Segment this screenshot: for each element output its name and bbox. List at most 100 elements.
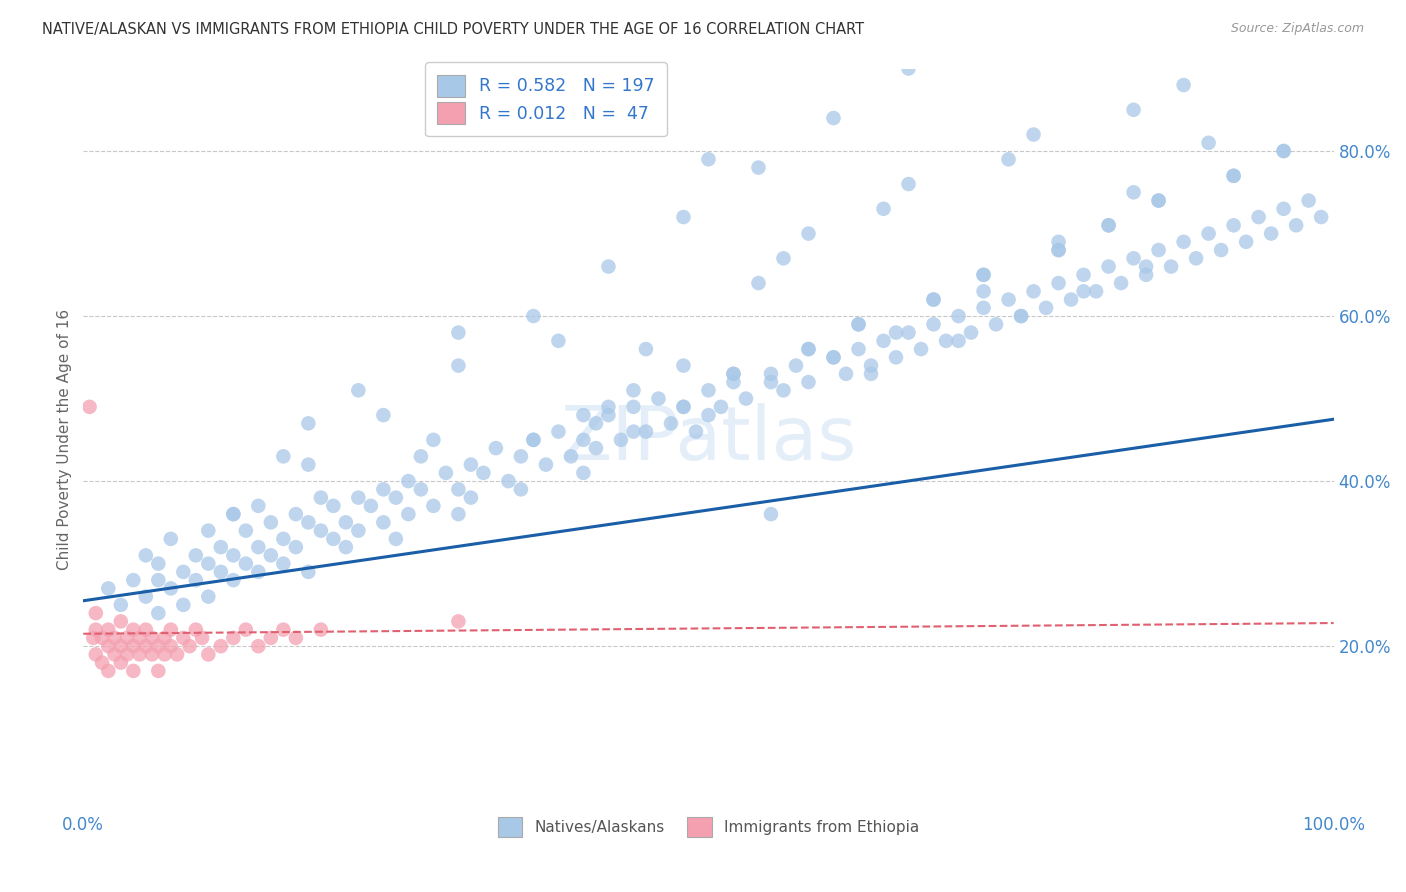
Point [759, 375, 782, 389]
Point [447, 483, 470, 497]
Point [434, 466, 457, 480]
Point [197, 590, 219, 604]
Point [247, 565, 270, 579]
Point [141, 631, 163, 645]
Point [585, 417, 607, 431]
Point [110, 639, 132, 653]
Point [159, 582, 181, 596]
Point [1285, 219, 1308, 233]
Point [772, 252, 794, 266]
Point [1097, 219, 1119, 233]
Point [172, 598, 194, 612]
Point [148, 573, 170, 587]
Point [135, 590, 157, 604]
Point [610, 433, 633, 447]
Point [498, 474, 520, 488]
Point [247, 639, 270, 653]
Point [153, 631, 176, 645]
Point [260, 549, 283, 563]
Point [922, 318, 945, 332]
Point [148, 639, 170, 653]
Point [747, 161, 769, 175]
Point [785, 359, 807, 373]
Point [396, 474, 419, 488]
Point [897, 62, 920, 76]
Point [1047, 235, 1070, 249]
Point [922, 293, 945, 307]
Point [897, 177, 920, 191]
Point [197, 524, 219, 538]
Point [797, 342, 820, 356]
Point [623, 384, 645, 398]
Point [97, 623, 120, 637]
Point [141, 648, 163, 662]
Point [598, 400, 620, 414]
Point [447, 615, 470, 629]
Point [1047, 243, 1070, 257]
Point [297, 565, 319, 579]
Point [122, 573, 145, 587]
Point [1122, 103, 1144, 117]
Point [872, 202, 894, 216]
Point [153, 648, 176, 662]
Point [385, 532, 408, 546]
Point [1122, 252, 1144, 266]
Point [284, 631, 307, 645]
Point [1010, 309, 1032, 323]
Point [322, 532, 344, 546]
Point [835, 367, 858, 381]
Point [335, 516, 357, 530]
Text: NATIVE/ALASKAN VS IMMIGRANTS FROM ETHIOPIA CHILD POVERTY UNDER THE AGE OF 16 COR: NATIVE/ALASKAN VS IMMIGRANTS FROM ETHIOP… [42, 22, 865, 37]
Point [1147, 243, 1170, 257]
Point [460, 458, 482, 472]
Point [197, 648, 219, 662]
Point [84, 606, 107, 620]
Point [347, 491, 370, 505]
Point [84, 623, 107, 637]
Point [122, 639, 145, 653]
Point [948, 309, 970, 323]
Point [747, 276, 769, 290]
Point [973, 268, 995, 282]
Point [273, 623, 295, 637]
Point [1160, 260, 1182, 274]
Point [396, 507, 419, 521]
Point [1073, 285, 1095, 299]
Point [560, 450, 582, 464]
Point [184, 573, 207, 587]
Point [1035, 301, 1057, 315]
Point [1022, 285, 1045, 299]
Point [509, 450, 531, 464]
Point [1173, 235, 1195, 249]
Point [522, 433, 544, 447]
Point [797, 342, 820, 356]
Text: ZIPatlas: ZIPatlas [560, 403, 856, 476]
Point [110, 615, 132, 629]
Point [260, 516, 283, 530]
Point [97, 664, 120, 678]
Point [585, 441, 607, 455]
Point [884, 326, 907, 340]
Point [110, 598, 132, 612]
Point [772, 384, 794, 398]
Point [148, 664, 170, 678]
Point [91, 631, 114, 645]
Point [159, 532, 181, 546]
Point [1135, 268, 1157, 282]
Point [1272, 202, 1295, 216]
Point [1209, 243, 1232, 257]
Point [115, 648, 138, 662]
Point [1047, 276, 1070, 290]
Point [859, 367, 882, 381]
Point [309, 623, 332, 637]
Point [335, 540, 357, 554]
Point [997, 153, 1019, 167]
Point [273, 532, 295, 546]
Point [148, 606, 170, 620]
Point [385, 491, 408, 505]
Point [184, 549, 207, 563]
Point [797, 227, 820, 241]
Point [79, 400, 101, 414]
Point [1147, 194, 1170, 208]
Point [91, 656, 114, 670]
